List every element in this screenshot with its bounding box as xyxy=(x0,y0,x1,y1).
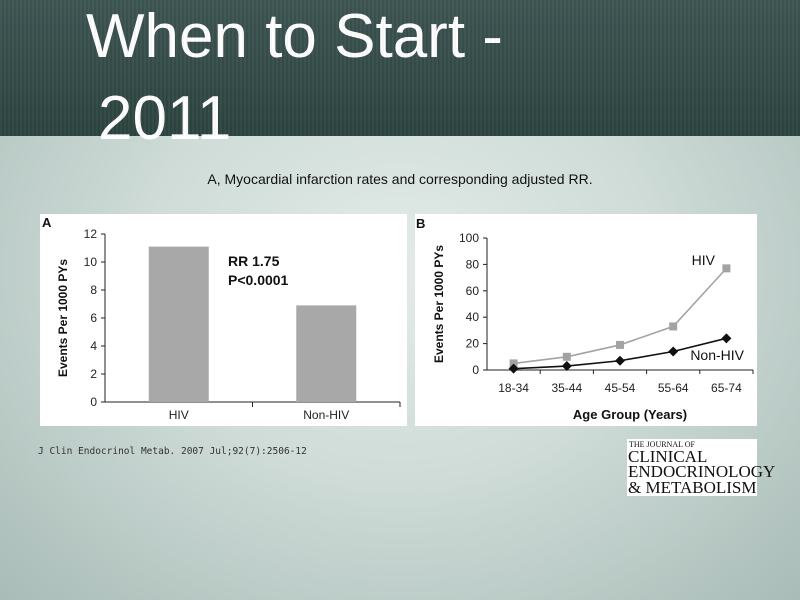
annotation: P<0.0001 xyxy=(228,272,289,288)
annotation: RR 1.75 xyxy=(228,253,280,269)
x-tick-label: 55-64 xyxy=(658,381,689,395)
y-tick-label: 100 xyxy=(459,231,479,245)
panel-label: A xyxy=(42,215,52,230)
slide-title-line1: When to Start - xyxy=(86,2,503,71)
y-tick-label: 2 xyxy=(90,367,97,381)
data-point xyxy=(615,355,625,366)
data-point xyxy=(722,264,731,273)
slide-title-line2: 2011 xyxy=(98,84,232,153)
x-tick-label: 45-54 xyxy=(605,381,636,395)
line-chart: B 0 20 40 60 80 100 Events Per 1000 PYs 18-34 35-… xyxy=(416,216,754,422)
data-point xyxy=(562,352,571,361)
y-axis-title: Events Per 1000 PYs xyxy=(432,245,446,363)
panel-a: A 0 2 4 6 8 10 12 Events Per 1000 PYs HIV Non-HIV R… xyxy=(40,214,407,426)
x-tick-label: 35-44 xyxy=(551,381,582,395)
panel-label: B xyxy=(416,216,425,231)
journal-logo: THE JOURNAL OF CLINICAL ENDOCRINOLOGY & … xyxy=(627,439,775,497)
data-point xyxy=(561,361,572,372)
journal-logo-line3: & METABOLISM xyxy=(628,478,757,497)
journal-logo-line2: ENDOCRINOLOGY xyxy=(628,462,776,481)
series-label-hiv: HIV xyxy=(692,252,716,268)
y-tick-label: 4 xyxy=(90,339,97,353)
x-tick-label: 18-34 xyxy=(498,381,529,395)
x-tick-label: HIV xyxy=(169,408,189,422)
y-tick-label: 0 xyxy=(90,395,97,409)
data-point xyxy=(669,322,678,331)
x-tick-label: Non-HIV xyxy=(303,408,349,422)
data-point xyxy=(508,363,519,374)
y-tick-label: 20 xyxy=(466,337,480,351)
y-tick-label: 6 xyxy=(90,311,97,325)
x-axis-title: Age Group (Years) xyxy=(573,407,687,422)
data-point xyxy=(616,340,624,349)
bar xyxy=(296,305,357,402)
citation: J Clin Endocrinol Metab. 2007 Jul;92(7):… xyxy=(38,446,307,457)
series-label-nonhiv: Non-HIV xyxy=(690,347,744,363)
x-tick-label: 65-74 xyxy=(711,381,742,395)
y-tick-label: 0 xyxy=(472,363,479,377)
y-axis-title: Events Per 1000 PYs xyxy=(56,259,70,377)
data-point xyxy=(668,346,679,357)
y-tick-label: 60 xyxy=(466,284,480,298)
data-point xyxy=(721,333,732,344)
bar xyxy=(148,246,209,402)
journal-logo-line1: CLINICAL xyxy=(628,447,708,466)
title-band: When to Start - 2011 xyxy=(0,0,800,150)
panel-b: B 0 20 40 60 80 100 Events Per 1000 PYs 18-34 35-… xyxy=(415,214,757,426)
data-point xyxy=(509,359,518,368)
journal-logo-small: THE JOURNAL OF xyxy=(629,440,695,449)
y-tick-label: 12 xyxy=(84,227,98,241)
y-tick-label: 40 xyxy=(466,310,480,324)
y-tick-label: 8 xyxy=(90,283,97,297)
y-tick-label: 80 xyxy=(466,257,480,271)
y-tick-label: 10 xyxy=(84,255,98,269)
bar-chart: A 0 2 4 6 8 10 12 Events Per 1000 PYs HIV Non-HIV R… xyxy=(42,215,401,422)
figure-caption: A, Myocardial infarction rates and corre… xyxy=(207,171,593,187)
